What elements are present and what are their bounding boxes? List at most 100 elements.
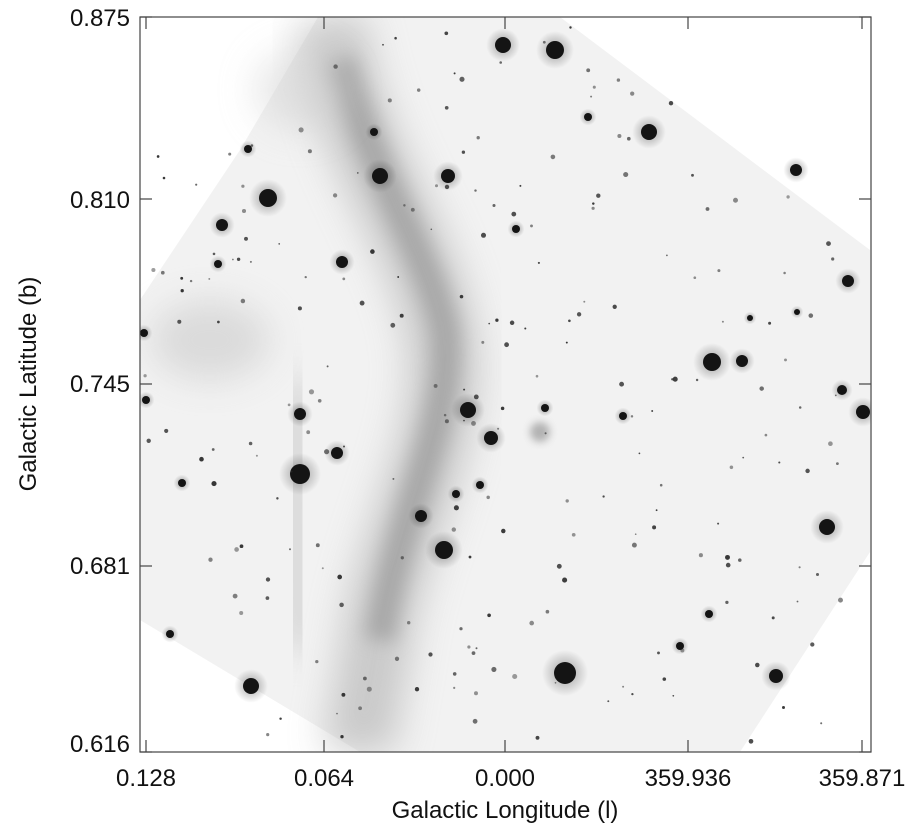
faint-star: [232, 258, 234, 261]
faint-star: [471, 651, 476, 655]
faint-star: [177, 319, 182, 324]
faint-star: [453, 686, 456, 690]
faint-star: [195, 183, 198, 186]
faint-star: [472, 718, 478, 724]
faint-star: [662, 677, 667, 681]
faint-star: [143, 374, 147, 378]
faint-star: [341, 692, 346, 697]
faint-star: [738, 558, 742, 562]
faint-star: [151, 267, 156, 273]
star: [244, 145, 252, 153]
faint-star: [208, 557, 213, 562]
faint-star: [298, 127, 304, 133]
faint-star: [390, 322, 396, 328]
faint-star: [725, 554, 730, 560]
faint-star: [475, 647, 478, 650]
faint-star: [668, 101, 674, 106]
x-tick-labels: 0.128 0.064 0.000 359.936 359.871: [116, 765, 905, 792]
faint-star: [596, 193, 601, 198]
faint-star: [778, 461, 781, 464]
faint-star: [232, 593, 238, 599]
faint-star: [626, 136, 631, 141]
x-tick-label: 0.128: [116, 765, 176, 792]
faint-star: [591, 206, 595, 210]
faint-star: [211, 448, 215, 451]
star: [736, 355, 748, 367]
faint-star: [480, 232, 487, 238]
faint-star: [430, 228, 433, 231]
faint-star: [333, 64, 338, 69]
faint-star: [612, 304, 617, 309]
faint-star: [297, 306, 302, 311]
star: [541, 404, 549, 412]
faint-star: [815, 572, 820, 577]
faint-star: [211, 481, 217, 487]
faint-star: [241, 184, 245, 188]
faint-star: [474, 189, 477, 192]
faint-star: [554, 681, 557, 684]
faint-star: [416, 88, 421, 92]
faint-star: [473, 394, 479, 400]
faint-star: [212, 252, 216, 256]
faint-star: [630, 415, 634, 418]
faint-star: [542, 40, 546, 44]
faint-star: [535, 735, 540, 740]
faint-star: [435, 184, 438, 188]
star: [554, 662, 576, 684]
faint-star: [265, 596, 270, 600]
faint-star: [240, 298, 246, 304]
faint-star: [759, 386, 764, 391]
faint-star: [488, 322, 491, 325]
faint-star: [556, 563, 562, 569]
faint-star: [666, 254, 668, 257]
faint-star: [307, 149, 312, 154]
faint-star: [725, 562, 731, 568]
faint-star: [326, 365, 329, 368]
faint-star: [474, 691, 478, 696]
faint-star: [160, 270, 165, 275]
faint-star: [459, 294, 464, 299]
faint-star: [403, 204, 406, 207]
faint-star: [729, 465, 734, 470]
faint-star: [705, 207, 710, 211]
y-tick-label: 0.745: [70, 371, 130, 398]
faint-star: [308, 389, 315, 395]
star: [794, 309, 800, 315]
faint-star: [657, 651, 660, 655]
faint-star: [529, 620, 535, 626]
faint-star: [717, 269, 721, 273]
faint-star: [504, 342, 509, 348]
faint-star: [742, 456, 745, 459]
faint-star: [602, 495, 605, 498]
faint-star: [444, 105, 449, 110]
star: [331, 447, 343, 459]
faint-star: [550, 154, 556, 160]
star: [837, 385, 847, 395]
faint-star: [805, 468, 810, 474]
star: [856, 405, 870, 419]
faint-star: [680, 648, 685, 653]
faint-star: [461, 150, 466, 154]
faint-star: [820, 722, 823, 725]
faint-star: [545, 609, 550, 614]
faint-star: [394, 36, 397, 40]
faint-star: [428, 652, 433, 657]
faint-star: [784, 358, 787, 362]
faint-star: [492, 203, 496, 208]
y-tick-label: 0.810: [70, 187, 130, 214]
faint-star: [565, 341, 568, 344]
faint-star: [399, 313, 404, 318]
faint-star: [783, 271, 786, 275]
faint-star: [244, 236, 248, 241]
axis-ticks: [140, 16, 871, 753]
star: [372, 168, 388, 184]
faint-star: [443, 413, 447, 417]
faint-star: [782, 706, 785, 709]
star: [512, 225, 520, 233]
faint-star: [717, 522, 720, 525]
faint-star: [337, 574, 343, 580]
star: [216, 219, 228, 231]
faint-star: [831, 257, 835, 261]
faint-star: [810, 642, 815, 647]
